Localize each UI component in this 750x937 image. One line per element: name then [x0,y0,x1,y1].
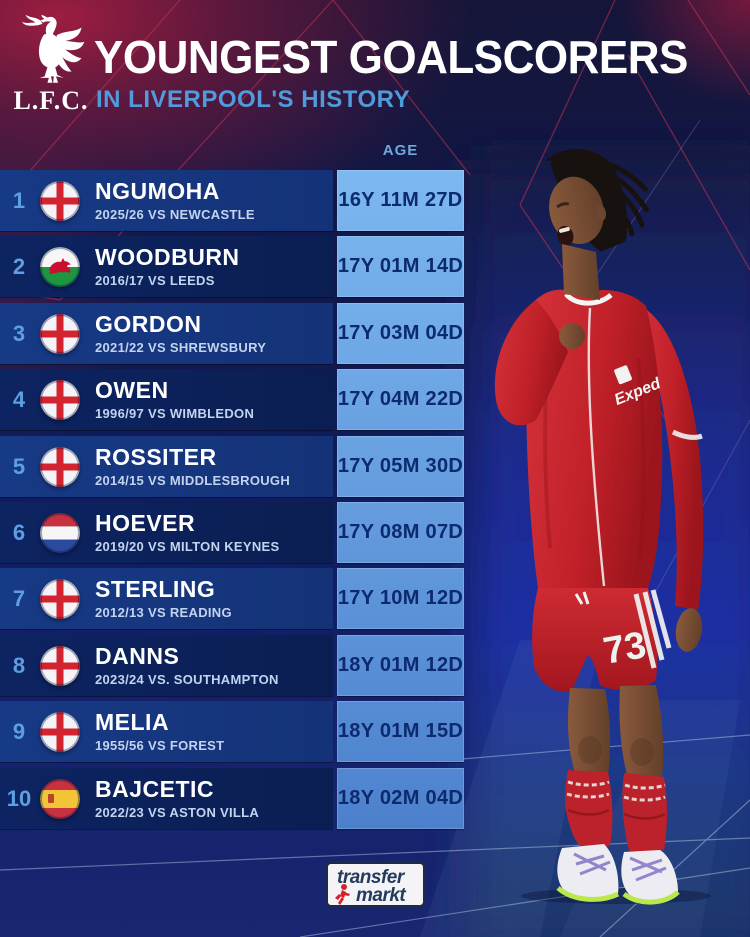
page-title: YOUNGEST GOALSCORERS [94,32,688,84]
season-opponent: 2025/26 VS NEWCASTLE [95,206,255,222]
table-row-main: 1 NGUMOHA 2025/26 VS NEWCASTLE [0,170,333,231]
player-name: GORDON [95,311,202,338]
nation-flag-icon-england [40,379,80,420]
age-value: 18Y 01M 12D [337,635,464,696]
nation-flag-icon-wales [40,246,80,287]
table-row: 9 MELIA 1955/56 VS FOREST 18Y 01M 15D [0,701,464,762]
player-name: WOODBURN [95,244,240,271]
player-name-block: NGUMOHA 2025/26 VS NEWCASTLE [95,179,255,221]
table-row: 6 HOEVER 2019/20 VS MILTON KEYNES 17Y 08… [0,502,464,563]
rank-number: 3 [12,320,26,346]
nation-flag-icon-england [40,578,80,619]
rank-number: 1 [12,187,26,213]
player-name: HOEVER [95,510,196,537]
runner-icon [335,884,350,905]
table-row: 3 GORDON 2021/22 VS SHREWSBURY 17Y 03M 0… [0,303,464,364]
season-opponent: 2023/24 VS. SOUTHAMPTON [95,671,279,687]
table-row-main: 3 GORDON 2021/22 VS SHREWSBURY [0,303,333,364]
season-opponent: 2014/15 VS MIDDLESBROUGH [95,472,291,488]
nation-flag-icon-netherlands [40,512,80,553]
rank-number: 5 [12,453,26,479]
season-opponent: 2012/13 VS READING [95,604,232,620]
club-initials: L.F.C. [13,86,89,115]
age-column-header: AGE [382,142,419,159]
table-row: 2 WOODBURN 2016/17 VS LEEDS 17Y 01M 14D [0,236,464,297]
season-opponent: 1955/56 VS FOREST [95,737,225,753]
table-row: 10 BAJCETIC 2022/23 VS ASTON VILLA 18Y 0… [0,768,464,829]
nation-flag-icon-england [40,180,80,221]
table-row: 5 ROSSITER 2014/15 VS MIDDLESBROUGH 17Y … [0,436,464,497]
liverpool-crest-liver-bird-icon [21,14,85,83]
age-value: 17Y 08M 07D [337,502,464,563]
player-name-block: HOEVER 2019/20 VS MILTON KEYNES [95,511,279,553]
player-name: NGUMOHA [95,178,220,205]
age-value: 17Y 10M 12D [337,568,464,629]
rank-number: 2 [12,253,26,279]
player-name-block: OWEN 1996/97 VS WIMBLEDON [95,378,254,420]
nation-flag-icon-england [40,711,80,752]
season-opponent: 2021/22 VS SHREWSBURY [95,339,267,355]
nation-flag-icon-england [40,313,80,354]
player-name-block: STERLING 2012/13 VS READING [95,577,232,619]
table-row: 7 STERLING 2012/13 VS READING 17Y 10M 12… [0,568,464,629]
age-value: 17Y 01M 14D [337,236,464,297]
rank-number: 10 [6,785,32,811]
player-name-block: GORDON 2021/22 VS SHREWSBURY [95,312,266,354]
table-row-main: 10 BAJCETIC 2022/23 VS ASTON VILLA [0,768,333,829]
age-value: 16Y 11M 27D [337,170,464,231]
transfermarkt-logo-line2: markt [356,885,406,906]
age-value: 18Y 01M 15D [337,701,464,762]
player-name: BAJCETIC [95,776,215,803]
season-opponent: 2019/20 VS MILTON KEYNES [95,538,280,554]
player-name-block: ROSSITER 2014/15 VS MIDDLESBROUGH [95,445,290,487]
rank-number: 8 [12,652,26,678]
player-name-block: WOODBURN 2016/17 VS LEEDS [95,245,240,287]
season-opponent: 2022/23 VS ASTON VILLA [95,804,260,820]
player-name: ROSSITER [95,444,217,471]
table-row-main: 8 DANNS 2023/24 VS. SOUTHAMPTON [0,635,333,696]
rank-number: 6 [12,519,26,545]
season-opponent: 1996/97 VS WIMBLEDON [95,405,255,421]
age-value: 17Y 03M 04D [337,303,464,364]
age-value: 17Y 05M 30D [337,436,464,497]
age-value: 18Y 02M 04D [337,768,464,829]
player-name: OWEN [95,377,169,404]
transfermarkt-logo: transfer markt [325,861,426,908]
table-row: 8 DANNS 2023/24 VS. SOUTHAMPTON 18Y 01M … [0,635,464,696]
table-row-main: 6 HOEVER 2019/20 VS MILTON KEYNES [0,502,333,563]
transfermarkt-logo-line1: transfer [337,867,404,888]
table-row-main: 4 OWEN 1996/97 VS WIMBLEDON [0,369,333,430]
rank-number: 7 [12,585,26,611]
table-row-main: 9 MELIA 1955/56 VS FOREST [0,701,333,762]
player-name-block: BAJCETIC 2022/23 VS ASTON VILLA [95,777,259,819]
table-row-main: 7 STERLING 2012/13 VS READING [0,568,333,629]
table-row-main: 2 WOODBURN 2016/17 VS LEEDS [0,236,333,297]
player-name-block: DANNS 2023/24 VS. SOUTHAMPTON [95,644,279,686]
nation-flag-icon-england [40,446,80,487]
table-row: 1 NGUMOHA 2025/26 VS NEWCASTLE 16Y 11M 2… [0,170,464,231]
player-name: STERLING [95,576,216,603]
rank-number: 4 [12,386,26,412]
player-name: MELIA [95,709,170,736]
season-opponent: 2016/17 VS LEEDS [95,272,215,288]
table-row-main: 5 ROSSITER 2014/15 VS MIDDLESBROUGH [0,436,333,497]
nation-flag-icon-england [40,645,80,686]
rank-number: 9 [12,718,26,744]
player-name: DANNS [95,643,180,670]
age-value: 17Y 04M 22D [337,369,464,430]
table-row: 4 OWEN 1996/97 VS WIMBLEDON 17Y 04M 22D [0,369,464,430]
nation-flag-icon-spain [40,778,80,819]
page-subtitle: IN LIVERPOOL'S HISTORY [96,86,411,113]
player-name-block: MELIA 1955/56 VS FOREST [95,710,224,752]
